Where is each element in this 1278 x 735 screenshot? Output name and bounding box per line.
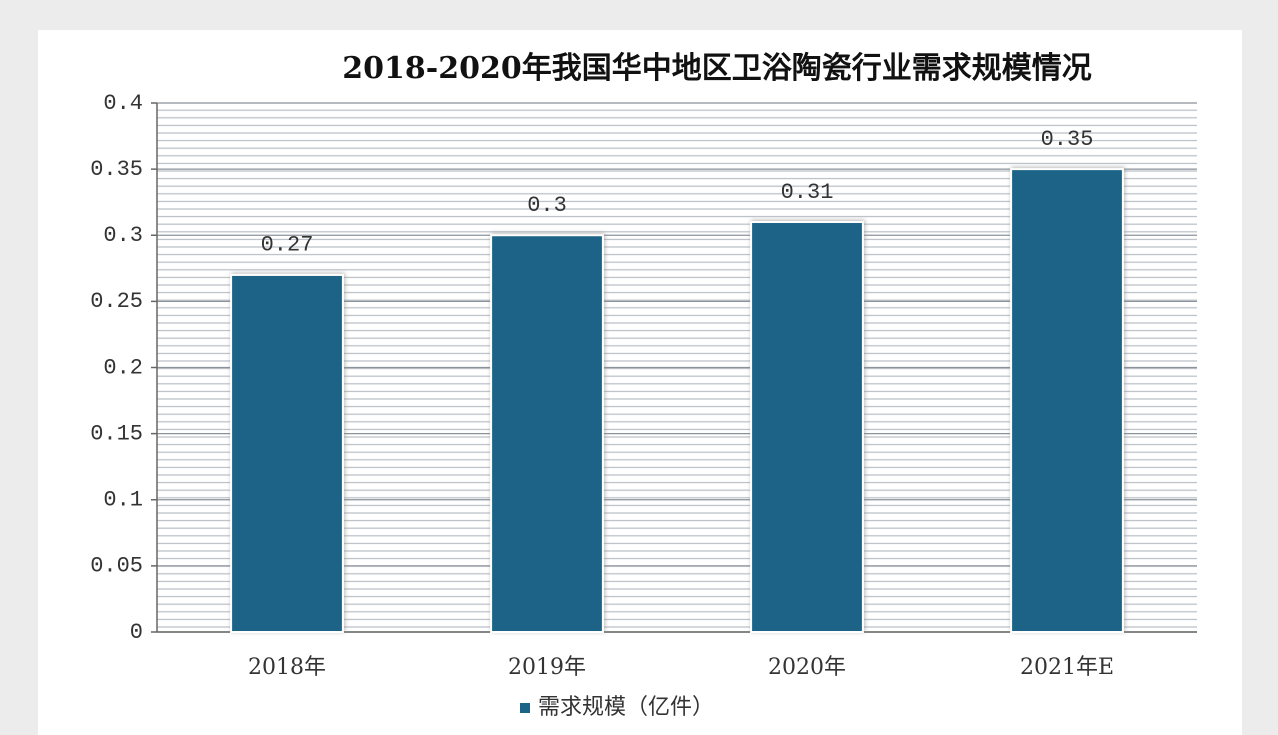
y-tick-label: 0.05 xyxy=(90,554,143,579)
x-tick-label: 2020年 xyxy=(768,655,846,680)
x-tick-label: 2021年E xyxy=(1020,655,1114,680)
value-label: 0.35 xyxy=(1041,127,1094,152)
value-label: 0.3 xyxy=(527,193,567,218)
value-label: 0.31 xyxy=(781,180,834,205)
y-tick-label: 0.25 xyxy=(90,289,143,314)
y-tick-label: 0 xyxy=(130,620,143,645)
chart-title: 2018-2020年我国华中地区卫浴陶瓷行业需求规模情况 xyxy=(342,51,1091,86)
legend-swatch xyxy=(520,703,530,713)
legend-label: 需求规模（亿件） xyxy=(538,695,714,720)
bar xyxy=(1010,168,1124,633)
bar xyxy=(750,221,864,633)
bar xyxy=(230,273,344,633)
x-tick-label: 2018年 xyxy=(248,655,326,680)
y-tick-label: 0.35 xyxy=(90,157,143,182)
y-tick-label: 0.15 xyxy=(90,421,143,446)
y-tick-label: 0.4 xyxy=(103,91,143,116)
y-tick-label: 0.1 xyxy=(103,488,143,513)
y-tick-label: 0.3 xyxy=(103,223,143,248)
x-tick-label: 2019年 xyxy=(508,655,586,680)
bar xyxy=(490,234,604,633)
y-tick-label: 0.2 xyxy=(103,355,143,380)
value-label: 0.27 xyxy=(261,233,314,258)
